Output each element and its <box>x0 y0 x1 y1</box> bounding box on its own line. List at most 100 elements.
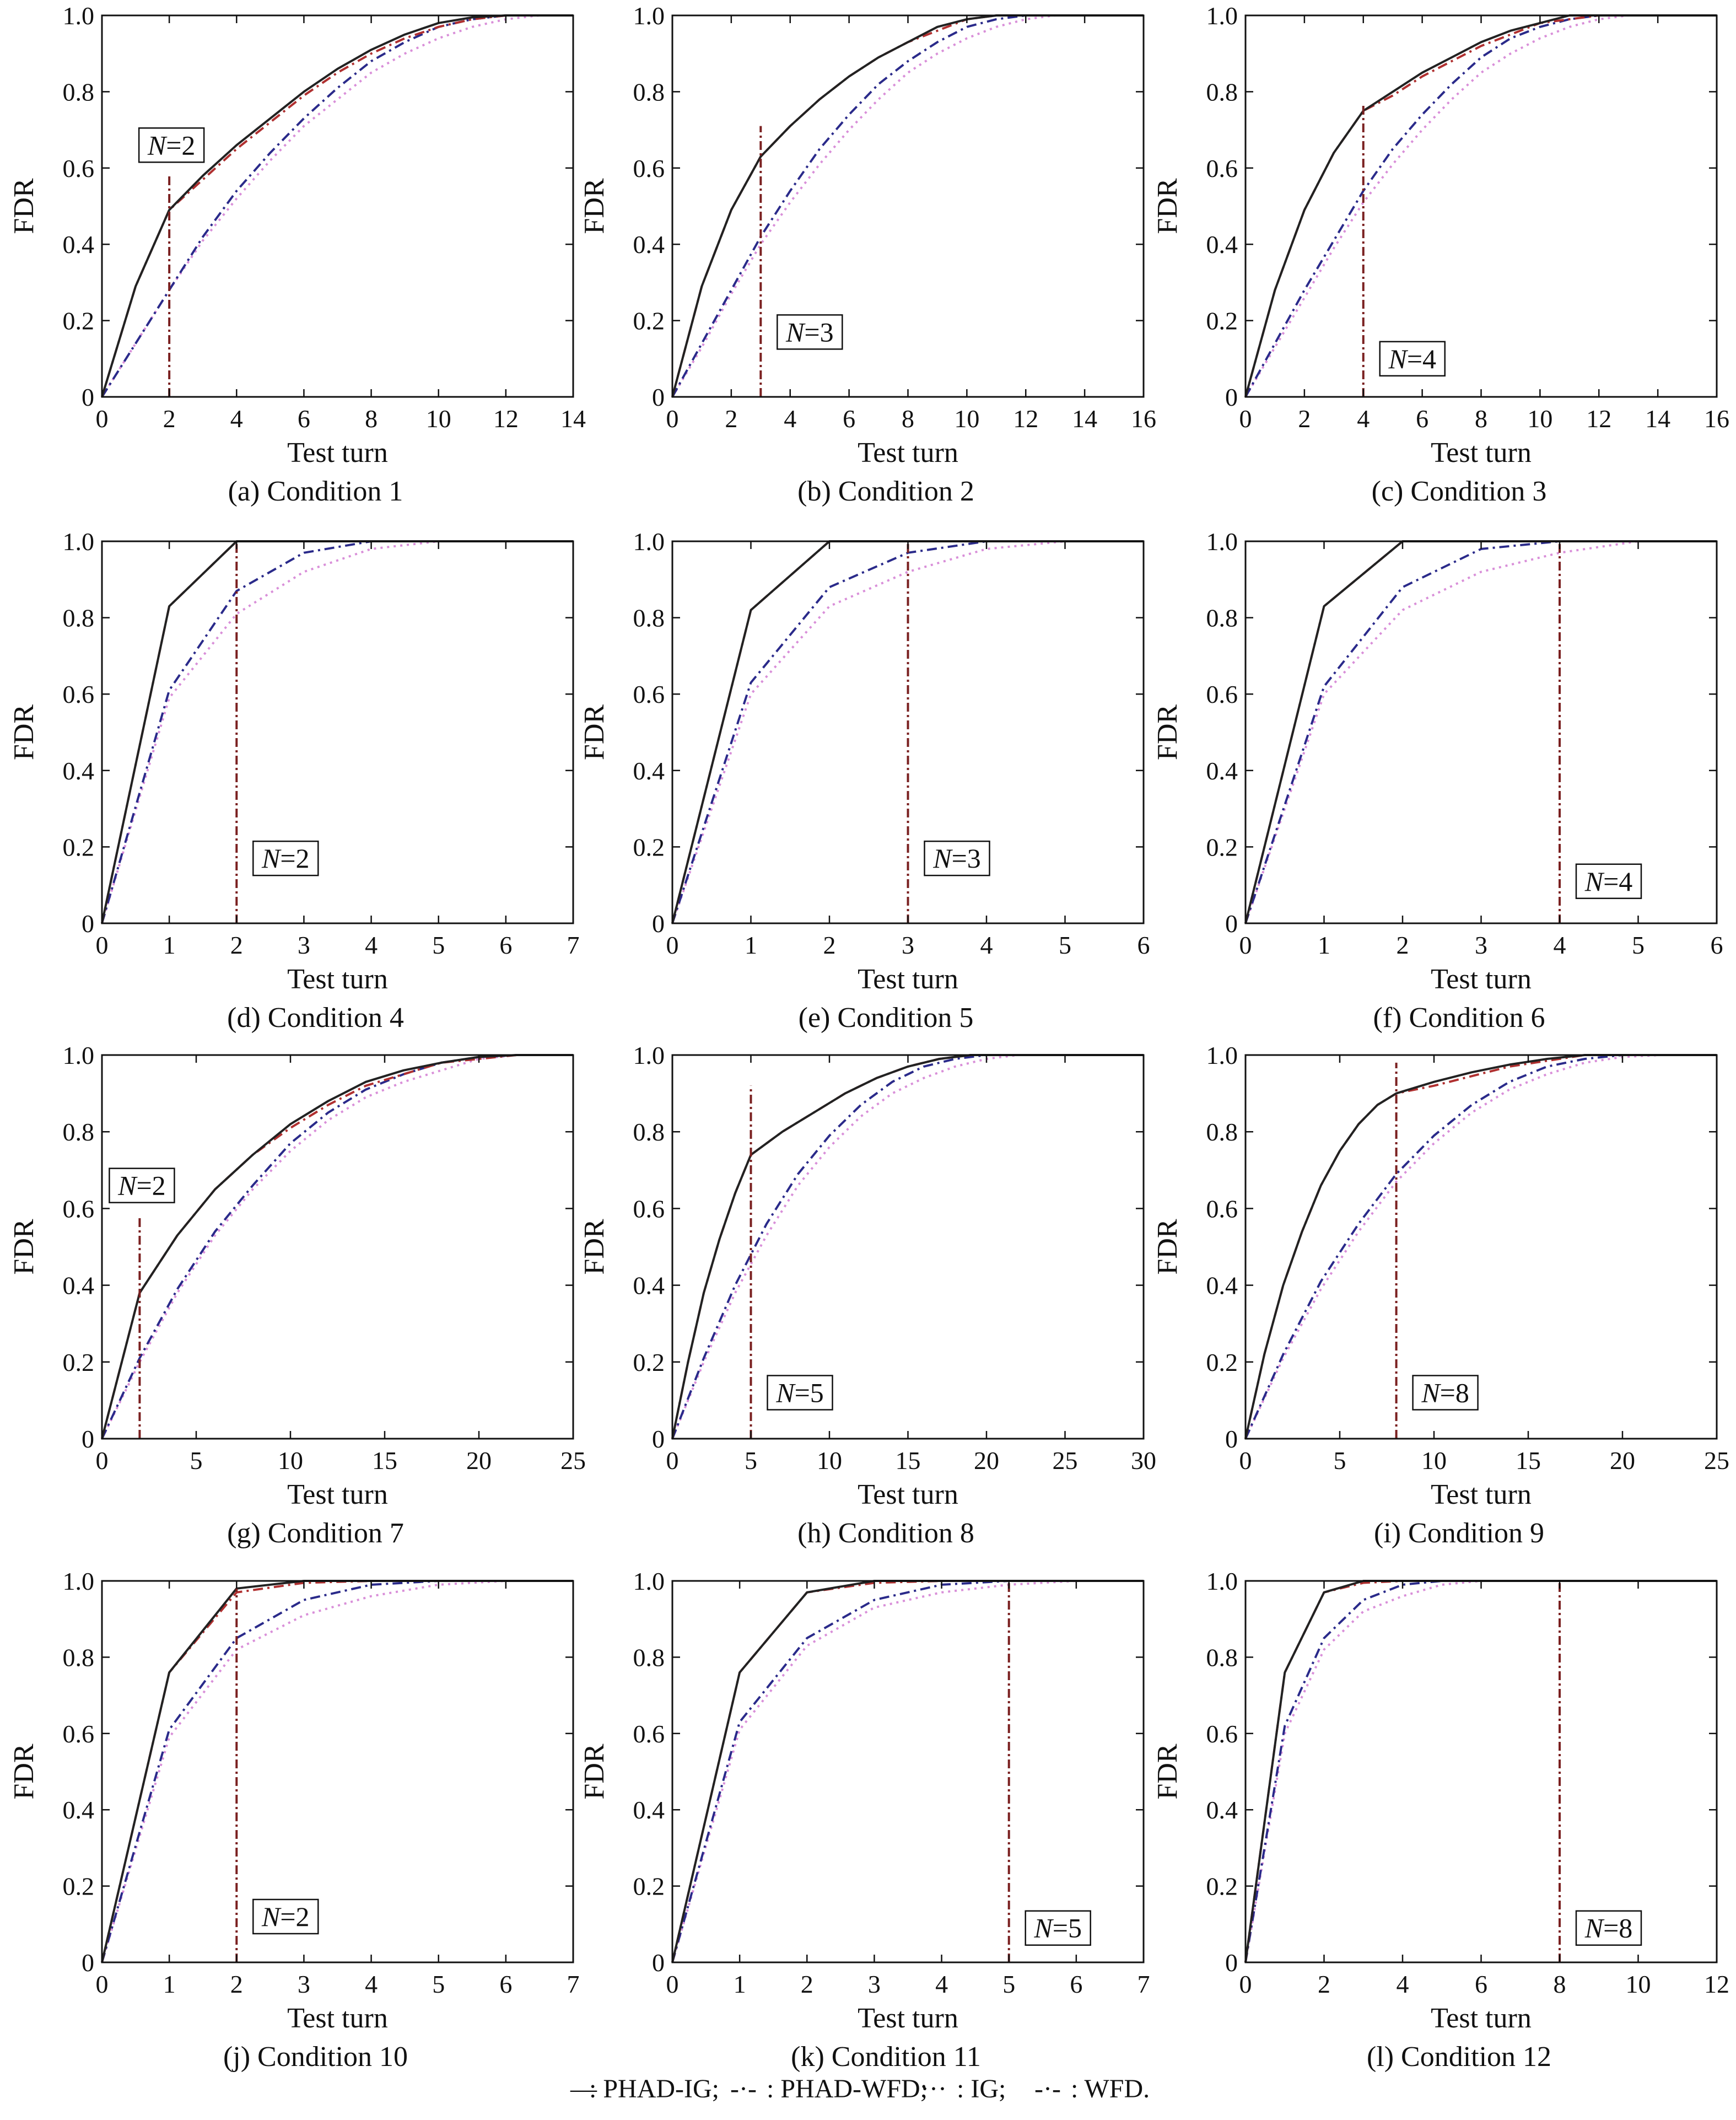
y-axis-label: FDR <box>8 704 40 760</box>
legend-symbol: -·- <box>730 2074 757 2103</box>
plot-frame <box>671 1054 1145 1440</box>
series-line-wfd <box>1244 14 1717 397</box>
y-tick-label: 0.4 <box>633 757 665 785</box>
x-tick-label: 8 <box>902 405 914 433</box>
y-tick-label: 0 <box>1225 383 1238 411</box>
y-tick-label: 1.0 <box>63 1041 95 1069</box>
x-tick-label: 1 <box>163 1970 176 1998</box>
plot-frame <box>671 14 1145 398</box>
series-line-wfd <box>671 1054 1144 1439</box>
x-tick-label: 10 <box>426 405 451 433</box>
y-tick-label: 0.2 <box>633 833 665 861</box>
y-axis-label: FDR <box>8 178 40 234</box>
x-tick-label: 14 <box>1645 405 1670 433</box>
y-tick-label: 0.4 <box>1206 230 1238 259</box>
y-tick-label: 0.6 <box>633 154 665 182</box>
y-tick-label: 0.8 <box>1206 1643 1238 1671</box>
x-tick-label: 5 <box>432 931 445 959</box>
panel-caption: (c) Condition 3 <box>1372 476 1547 507</box>
legend-label: : WFD. <box>1071 2074 1150 2103</box>
y-tick-label: 0.4 <box>63 1272 95 1300</box>
y-tick-label: 0.8 <box>63 1643 95 1671</box>
plot-frame <box>101 540 574 924</box>
series-line-ig <box>671 1054 1144 1439</box>
y-tick-label: 0.2 <box>1206 1873 1238 1901</box>
x-tick-label: 10 <box>1527 405 1552 433</box>
y-axis-label: FDR <box>8 1219 40 1274</box>
y-axis-label: FDR <box>1152 1744 1183 1799</box>
x-tick-label: 6 <box>1475 1970 1487 1998</box>
x-tick-label: 0 <box>1239 1970 1252 1998</box>
y-tick-label: 1.0 <box>633 2 665 30</box>
x-tick-label: 6 <box>298 405 310 433</box>
n-label-box <box>767 1375 833 1411</box>
x-tick-label: 6 <box>499 1970 512 1998</box>
x-tick-label: 3 <box>1475 931 1487 959</box>
chart-panel-12: N=8 0 2 4 6 8 10 12 0 0.2 0.4 0.6 0.8 1.0 Test turn FDR… <box>1152 1567 1729 2073</box>
y-tick-label: 0.8 <box>63 604 95 632</box>
panel-caption: (i) Condition 9 <box>1374 1518 1544 1549</box>
y-tick-label: 0.8 <box>633 604 665 632</box>
x-tick-label: 6 <box>499 931 512 959</box>
chart-panel-8: N=5 0 5 10 15 20 25 30 0 0.2 0.4 0.6 0.8 1.0 Test turn… <box>579 1041 1156 1549</box>
series-line-ig <box>101 540 573 924</box>
y-axis-label: FDR <box>1152 1219 1183 1274</box>
x-tick-label: 0 <box>666 1970 679 1998</box>
y-tick-label: 0 <box>82 1425 94 1453</box>
series-line-wfd <box>101 1580 573 1963</box>
series-line-phad-wfd <box>671 14 1144 397</box>
x-axis-label: Test turn <box>1431 437 1532 469</box>
y-tick-label: 0.6 <box>1206 1720 1238 1748</box>
y-tick-label: 1.0 <box>1206 1567 1238 1595</box>
x-tick-label: 5 <box>1632 931 1645 959</box>
n-label: N=3 <box>932 843 981 874</box>
x-axis-label: Test turn <box>858 2003 958 2034</box>
y-tick-label: 0.6 <box>633 680 665 708</box>
y-tick-label: 0.4 <box>633 1796 665 1824</box>
x-tick-label: 4 <box>935 1970 948 1998</box>
panel-caption: (e) Condition 5 <box>799 1002 974 1034</box>
x-tick-label: 4 <box>1357 405 1370 433</box>
y-tick-label: 0.2 <box>1206 833 1238 861</box>
x-tick-label: 3 <box>902 931 914 959</box>
y-tick-label: 0.2 <box>633 1348 665 1376</box>
x-tick-label: 2 <box>801 1970 813 1998</box>
n-label: N=2 <box>261 1901 310 1932</box>
x-tick-label: 14 <box>1072 405 1097 433</box>
x-tick-label: 12 <box>1013 405 1038 433</box>
y-tick-label: 1.0 <box>1206 1041 1238 1069</box>
x-tick-label: 15 <box>372 1446 397 1475</box>
x-axis-label: Test turn <box>287 437 388 469</box>
x-tick-label: 16 <box>1131 405 1156 433</box>
series-group <box>1244 1580 1717 1963</box>
y-tick-label: 0.6 <box>1206 154 1238 182</box>
series-group <box>1244 1054 1717 1439</box>
series-line-ig <box>1244 540 1717 924</box>
x-tick-label: 1 <box>163 931 176 959</box>
series-line-phad-wfd <box>671 1054 1144 1439</box>
plot-frame <box>1244 540 1718 924</box>
y-tick-label: 0.6 <box>63 1720 95 1748</box>
x-axis-label: Test turn <box>1431 1479 1532 1510</box>
legend-label: : PHAD-WFD; <box>767 2074 928 2103</box>
panel-caption: (k) Condition 11 <box>791 2041 981 2073</box>
series-line-phad-ig <box>671 14 1144 397</box>
x-tick-label: 0 <box>1239 1446 1252 1475</box>
y-axis-label: FDR <box>8 1744 40 1799</box>
n-label: N=3 <box>785 316 834 347</box>
x-tick-label: 0 <box>1239 931 1252 959</box>
chart-panel-3: N=4 0 2 4 6 8 10 12 14 16 0 0.2 0.4 0.6 0.8 1.0 Test tur… <box>1152 2 1729 507</box>
series-line-wfd <box>101 1054 573 1439</box>
x-tick-label: 20 <box>974 1446 999 1475</box>
series-line-phad-wfd <box>101 540 573 924</box>
legend-symbol: -·- <box>1034 2074 1061 2103</box>
n-label: N=2 <box>147 130 196 160</box>
series-line-ig <box>1244 14 1717 398</box>
y-axis-label: FDR <box>579 1744 610 1799</box>
panel-caption: (g) Condition 7 <box>227 1518 404 1549</box>
plot-frame <box>101 1054 574 1440</box>
series-line-phad-wfd <box>101 1054 573 1439</box>
y-tick-label: 1.0 <box>63 1567 95 1595</box>
y-tick-label: 0.2 <box>1206 307 1238 335</box>
n-label-box <box>1575 1910 1642 1946</box>
